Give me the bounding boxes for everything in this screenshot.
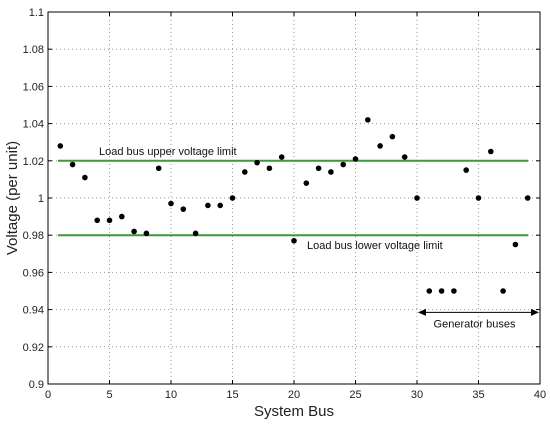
- bus-voltage-point: [328, 169, 334, 175]
- arrow-head-right: [531, 308, 539, 316]
- bus-voltage-point: [229, 195, 236, 201]
- y-tick-label: 0.92: [23, 342, 44, 354]
- y-tick-label: 1: [38, 193, 44, 205]
- bus-voltage-point: [278, 154, 285, 160]
- bus-voltage-point: [266, 165, 273, 172]
- voltage-limit-lines: Load bus upper voltage limit Load bus low…: [58, 146, 528, 252]
- bus-voltage-point: [254, 159, 260, 166]
- x-tick-label: 25: [349, 389, 361, 401]
- bus-voltage-point: [94, 217, 100, 224]
- x-tick-label: 5: [106, 389, 112, 401]
- x-tick-label: 0: [45, 389, 51, 401]
- bus-voltage-point: [377, 143, 383, 149]
- y-tick-label: 1.02: [23, 156, 44, 168]
- bus-voltage-point: [451, 288, 457, 294]
- bus-voltage-point: [352, 156, 359, 162]
- y-tick-label: 0.94: [23, 305, 44, 317]
- y-tick-label: 1.1: [29, 7, 44, 19]
- bus-voltage-point: [143, 230, 150, 237]
- bus-voltage-point: [401, 154, 408, 160]
- bus-voltage-point: [389, 133, 396, 140]
- bus-voltage-point: [205, 202, 211, 209]
- bus-voltage-point: [414, 195, 420, 201]
- annotation-layer: Generator buses: [418, 308, 539, 330]
- bus-voltage-point: [303, 180, 310, 186]
- y-tick-label: 0.9: [29, 379, 44, 391]
- y-tick-label: 0.96: [23, 267, 44, 279]
- data-points: [57, 117, 531, 294]
- bus-voltage-point: [500, 288, 506, 294]
- x-tick-label: 20: [288, 389, 300, 401]
- bus-voltage-point: [57, 143, 64, 149]
- x-tick-label: 10: [165, 389, 177, 401]
- bus-voltage-point: [291, 237, 297, 244]
- y-tick-label: 1.08: [23, 44, 44, 56]
- y-tick-label: 1.04: [23, 119, 44, 131]
- bus-voltage-point: [217, 202, 223, 209]
- bus-voltage-point: [340, 161, 347, 168]
- bus-voltage-point: [82, 174, 88, 181]
- x-tick-label: 40: [534, 389, 546, 401]
- y-tick-label: 0.98: [23, 230, 44, 242]
- bus-voltage-point: [365, 117, 371, 123]
- bus-voltage-point: [192, 230, 199, 237]
- bus-voltage-point: [488, 148, 494, 155]
- bus-voltage-point: [155, 165, 162, 172]
- bus-voltage-point: [119, 213, 125, 220]
- bus-voltage-point: [315, 165, 322, 172]
- bus-voltage-point: [106, 217, 113, 224]
- generator-buses-label: Generator buses: [434, 318, 516, 330]
- bus-voltage-point: [131, 228, 137, 235]
- bus-voltage-point: [512, 241, 519, 248]
- x-tick-label: 35: [472, 389, 484, 401]
- bus-voltage-point: [463, 167, 470, 173]
- bus-voltage-point: [524, 195, 531, 201]
- limit-line-label: Load bus upper voltage limit: [99, 146, 237, 158]
- bus-voltage-point: [438, 288, 445, 294]
- x-axis-title: System Bus: [254, 403, 334, 420]
- limit-line-label: Load bus lower voltage limit: [307, 240, 443, 252]
- y-tick-label: 1.06: [23, 81, 44, 93]
- bus-voltage-point: [168, 200, 174, 207]
- bus-voltage-point: [69, 161, 76, 168]
- arrow-head-left: [418, 308, 426, 316]
- y-axis-title: Voltage (per unit): [4, 141, 21, 255]
- x-tick-label: 15: [226, 389, 238, 401]
- x-tick-label: 30: [411, 389, 423, 401]
- bus-voltage-point: [242, 169, 248, 175]
- bus-voltage-point: [426, 288, 433, 294]
- axis-ticks: 0 5 10 15 20 25 30 35 40 0.9 0.92 0.94 0.96 0.98 1 1.02…: [23, 7, 547, 401]
- bus-voltage-point: [180, 206, 187, 212]
- bus-voltage-point: [475, 195, 482, 201]
